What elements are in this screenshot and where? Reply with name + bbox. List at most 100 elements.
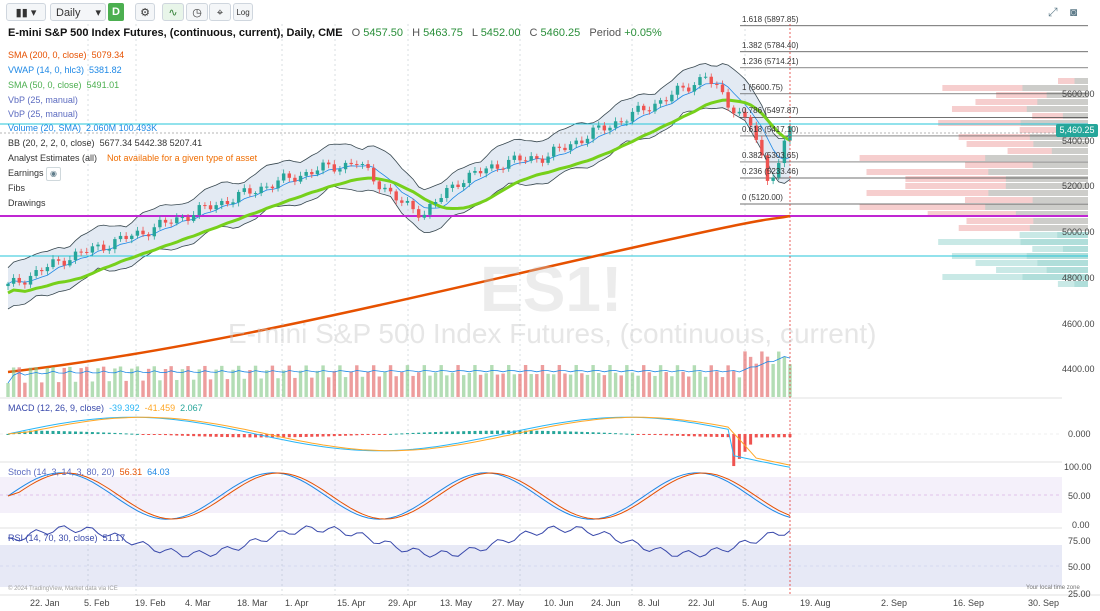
volume-bar <box>45 367 50 397</box>
study-legend-bb[interactable]: BB (20, 2, 2, 0, close) 5677.34 5442.38 … <box>8 138 203 148</box>
volume-bar <box>28 367 33 397</box>
study-legend-earnings[interactable]: Earnings ◉ <box>8 167 62 181</box>
candle-body <box>180 217 185 219</box>
interval-select[interactable]: Daily ▾ <box>50 3 106 21</box>
macd-histogram-bar <box>34 430 38 434</box>
studies-button[interactable]: ∿ <box>162 3 184 21</box>
macd-line <box>7 416 791 468</box>
volume-bar <box>146 368 151 397</box>
candle-body <box>563 147 567 151</box>
macd-histogram-bar <box>681 434 685 436</box>
fib-level-label: 1 (5600.75) <box>742 82 783 92</box>
compare-button[interactable]: ⌖ <box>209 3 231 21</box>
replay-button[interactable]: ◷ <box>186 3 208 21</box>
volume-bar <box>287 365 291 397</box>
volume-profile-bar <box>859 204 1088 210</box>
volume-bar <box>653 375 657 397</box>
macd-histogram-bar <box>715 434 719 437</box>
candle-body <box>383 187 387 190</box>
volume-bar <box>777 351 781 397</box>
fib-level-label: 0 (5120.00) <box>742 193 783 202</box>
volume-bar <box>175 379 179 397</box>
candle-body <box>771 177 775 181</box>
macd-histogram-bar <box>85 431 89 434</box>
candle-body <box>270 186 275 189</box>
volume-bar <box>495 374 500 397</box>
volume-profile-bar <box>1019 127 1088 133</box>
candle-body <box>602 125 607 131</box>
macd-histogram-bar <box>569 431 573 434</box>
volume-bar <box>715 371 719 397</box>
log-button[interactable]: Log <box>233 3 253 21</box>
volume-bar <box>619 375 623 397</box>
macd-histogram-bar <box>169 434 173 436</box>
study-legend-sma50[interactable]: SMA (50, 0, close) 5491.01 <box>8 80 120 90</box>
macd-histogram-bar <box>428 432 432 434</box>
study-legend-analyst[interactable]: Analyst Estimates (all) Not available fo… <box>8 153 258 163</box>
stoch-legend[interactable]: Stoch (14, 3, 14, 3, 80, 20) 56.31 64.03 <box>8 467 170 477</box>
volume-bar <box>349 371 353 397</box>
volume-profile-bar-up <box>1033 218 1088 224</box>
volume-bar <box>315 370 320 397</box>
macd-histogram-bar <box>192 434 196 437</box>
data-credit: © 2024 TradingView, Market data via ICE <box>8 586 118 592</box>
eye-icon[interactable]: ◉ <box>46 167 62 181</box>
candle-body <box>394 191 398 201</box>
candle-body <box>591 127 595 139</box>
macd-histogram-bar <box>344 434 348 436</box>
camera-icon[interactable]: ◙ <box>1070 5 1078 19</box>
candle-body <box>73 251 78 261</box>
candlestick-icon: ▮▮ ▾ <box>15 7 37 19</box>
macd-histogram-bar <box>422 432 426 434</box>
volume-profile-bar <box>958 225 1088 231</box>
rsi-legend[interactable]: RSI (14, 70, 30, close) 51.17 <box>8 533 126 543</box>
timezone-label: Your local time zone <box>1026 585 1080 591</box>
candle-body <box>540 158 545 163</box>
candle-body <box>703 76 708 78</box>
macd-histogram-bar <box>51 430 55 434</box>
fib-level-label: 0.618 (5417.10) <box>742 124 799 134</box>
candle-body <box>253 193 258 195</box>
macd-histogram-bar <box>209 434 213 437</box>
macd-histogram-bar <box>456 431 460 434</box>
study-legend-fibs[interactable]: Fibs <box>8 183 26 193</box>
study-legend-vbp-1[interactable]: VbP (25, manual) <box>8 95 78 105</box>
volume-profile-bar <box>964 197 1088 203</box>
volume-bar <box>56 382 61 397</box>
volume-bar <box>709 365 713 397</box>
volume-bar <box>782 356 787 397</box>
rsi-axis-label: 50.00 <box>1068 562 1091 572</box>
candle-body <box>355 164 359 166</box>
volume-bar <box>568 374 573 397</box>
macd-legend[interactable]: MACD (12, 26, 9, close) -39.392 -41.459 … <box>8 403 203 413</box>
study-legend-sma200[interactable]: SMA (200, 0, close) 5079.34 <box>8 50 125 60</box>
candle-body <box>405 200 410 203</box>
macd-histogram-bar <box>692 434 696 437</box>
macd-histogram-bar <box>214 434 218 437</box>
volume-profile-bar <box>905 176 1088 182</box>
study-legend-drawings[interactable]: Drawings <box>8 198 46 208</box>
macd-histogram-bar <box>96 432 100 434</box>
volume-bar <box>214 369 218 397</box>
fullscreen-icon[interactable]: ⤢ <box>1048 5 1058 19</box>
chart-type-button[interactable]: ▮▮ ▾ <box>6 3 46 21</box>
candle-body <box>512 155 517 160</box>
candle-body <box>518 155 522 161</box>
time-axis-label: 22. Jan <box>30 598 60 608</box>
study-legend-volume[interactable]: Volume (20, SMA) 2.060M 100.493K <box>8 123 158 133</box>
volume-bar <box>113 368 117 397</box>
candle-body <box>203 205 207 207</box>
data-badge: D <box>108 3 124 21</box>
volume-profile-bar <box>975 260 1088 266</box>
macd-histogram-bar <box>552 431 556 434</box>
candle-body <box>681 85 685 88</box>
macd-histogram-bar <box>254 434 258 438</box>
volume-bar <box>484 373 488 397</box>
candle-body <box>636 105 640 112</box>
settings-button[interactable]: ⚙ <box>135 3 155 21</box>
candle-body <box>28 275 33 285</box>
study-legend-vbp-2[interactable]: VbP (25, manual) <box>8 109 78 119</box>
volume-bar <box>642 365 646 397</box>
study-legend-vwap[interactable]: VWAP (14, 0, hlc3) 5381.82 <box>8 65 122 75</box>
